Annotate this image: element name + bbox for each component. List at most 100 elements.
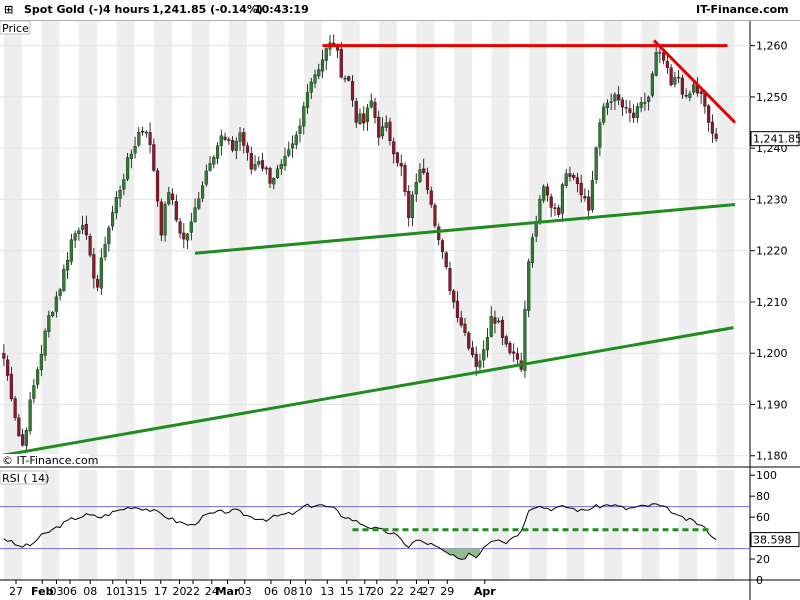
brand-name[interactable]: IT-Finance.com xyxy=(696,3,789,16)
shade-bands xyxy=(4,20,735,580)
x-tick-label: 13 xyxy=(119,585,133,598)
shade-band xyxy=(154,20,172,466)
candle-body xyxy=(429,190,433,205)
shade-band xyxy=(566,20,585,466)
candle-body xyxy=(452,290,456,303)
candle-body xyxy=(365,107,370,122)
candle-body xyxy=(564,173,568,186)
x-tick-label: 20 xyxy=(370,585,384,598)
shade-band xyxy=(416,470,435,580)
candle-body xyxy=(542,186,546,201)
candle-body xyxy=(77,230,81,234)
candle-body xyxy=(530,237,535,263)
timeframe-label[interactable]: 4 hours xyxy=(103,3,150,16)
candle-body xyxy=(425,172,430,190)
shade-band xyxy=(379,470,397,580)
candle-body xyxy=(433,205,437,226)
candle-body xyxy=(92,254,96,279)
candle-body xyxy=(36,369,40,385)
price-panel-label: Price xyxy=(2,22,29,35)
candle-body xyxy=(189,221,193,233)
candle-body xyxy=(692,84,696,93)
candle-body xyxy=(290,143,295,149)
candle-body xyxy=(238,132,242,142)
candle-body xyxy=(339,48,343,78)
candle-body xyxy=(51,312,55,317)
shade-band xyxy=(229,20,247,466)
x-tick-label: 27 xyxy=(9,585,23,598)
x-tick-label: Feb xyxy=(31,585,54,598)
candle-body xyxy=(688,93,692,98)
rsi-last-label: 38.598 xyxy=(753,534,792,547)
shade-band xyxy=(641,470,660,580)
candle-body xyxy=(647,96,651,102)
candle-body xyxy=(182,232,186,240)
candle-body xyxy=(204,170,208,185)
candle-body xyxy=(407,191,411,219)
candle-body xyxy=(410,194,415,218)
candle-body xyxy=(553,207,557,209)
candle-body xyxy=(444,252,448,268)
x-tick-label: Apr xyxy=(474,585,496,598)
candle-body xyxy=(549,196,553,208)
candle-body xyxy=(227,138,231,141)
candle-body xyxy=(459,317,463,326)
candle-body xyxy=(437,226,441,241)
x-tick-label: Mar xyxy=(216,585,240,598)
expand-icon[interactable]: ⊞ xyxy=(4,3,14,16)
shade-band xyxy=(304,470,322,580)
candle-body xyxy=(467,332,471,349)
candle-body xyxy=(354,101,358,123)
candle-body xyxy=(230,140,235,151)
candle-body xyxy=(707,105,711,123)
candle-body xyxy=(388,121,392,141)
candle-body xyxy=(587,196,591,211)
candle-body xyxy=(197,198,201,209)
shade-band xyxy=(566,470,585,580)
candle-body xyxy=(500,319,505,338)
candle-body xyxy=(66,259,70,271)
candle-body xyxy=(88,236,92,256)
candle-body xyxy=(515,353,520,360)
candle-body xyxy=(474,353,478,367)
x-tick-label: 03 xyxy=(50,585,64,598)
candle-body xyxy=(249,153,253,170)
candle-body xyxy=(264,167,268,170)
shade-band xyxy=(154,470,172,580)
candle-body xyxy=(215,145,220,159)
candle-body xyxy=(144,131,148,134)
candle-body xyxy=(373,101,377,118)
candle-body xyxy=(377,116,381,138)
clock-time: 10:43:19 xyxy=(254,3,309,16)
price-quote: 1,241.85 (-0.14%) xyxy=(152,3,263,16)
x-tick-label: 15 xyxy=(134,585,148,598)
candle-body xyxy=(508,343,512,354)
candle-body xyxy=(298,125,302,134)
candle-body xyxy=(305,92,310,108)
candle-body xyxy=(96,278,100,288)
candle-body xyxy=(714,133,718,139)
candle-body xyxy=(200,185,205,199)
candle-body xyxy=(39,354,43,371)
candle-body xyxy=(152,144,156,171)
candle-body xyxy=(73,233,77,241)
candle-body xyxy=(602,106,606,123)
candle-body xyxy=(478,360,482,368)
candle-body xyxy=(332,42,336,45)
x-tick-label: 13 xyxy=(320,585,334,598)
rsi-oversold-fill xyxy=(442,548,480,560)
candle-body xyxy=(485,337,490,351)
watermark-text: © IT-Finance.com xyxy=(2,454,99,467)
candle-body xyxy=(545,186,550,196)
shade-band xyxy=(416,20,435,466)
x-tick-label: 03 xyxy=(238,585,252,598)
candle-body xyxy=(287,149,291,156)
candle-body xyxy=(219,135,223,146)
candle-body xyxy=(69,239,73,262)
candle-body xyxy=(523,308,527,371)
y-tick-label: 1,250 xyxy=(756,91,788,104)
candle-body xyxy=(654,52,658,76)
candle-body xyxy=(583,196,587,199)
candle-body xyxy=(313,74,317,84)
candle-body xyxy=(650,73,654,96)
